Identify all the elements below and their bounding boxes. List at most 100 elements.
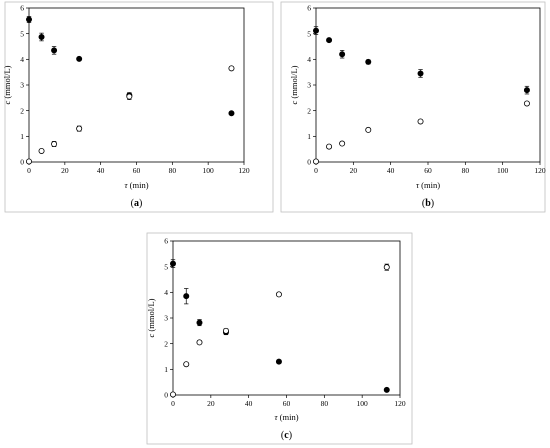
- data-point-filled: [383, 386, 390, 393]
- y-tick-label: 5: [164, 262, 168, 271]
- data-point-open: [275, 291, 282, 298]
- x-tick-label: 20: [350, 166, 358, 175]
- data-point-open: [312, 158, 319, 165]
- data-point-filled: [365, 58, 372, 65]
- x-tick-label: 40: [97, 166, 105, 175]
- y-tick-label: 1: [307, 132, 311, 141]
- x-tick-label: 120: [394, 399, 406, 408]
- x-tick-label: 60: [424, 166, 432, 175]
- y-axis-label: c (mmol/L): [146, 298, 156, 337]
- y-tick-label: 1: [164, 365, 168, 374]
- x-tick-label: 60: [133, 166, 141, 175]
- data-point-open: [383, 264, 390, 271]
- x-tick-label: 80: [462, 166, 470, 175]
- panel-caption: (a): [131, 198, 143, 209]
- x-tick-label: 20: [61, 166, 69, 175]
- chart-panel-1: 0 20 40 60 80 100 120 0 1 2 3 4 5 6 τ (min) c (mmol/L) (…: [2, 1, 274, 213]
- x-tick-label: 60: [283, 399, 291, 408]
- series-2-open-circle: [25, 65, 235, 165]
- y-tick-label: 3: [20, 81, 24, 90]
- series-1-filled-circle: [312, 26, 530, 95]
- data-point-open: [365, 126, 372, 133]
- data-point-open: [38, 147, 45, 154]
- y-axis-label: c (mmol/L): [2, 65, 12, 104]
- x-axis-label: τ (min): [416, 180, 440, 190]
- x-tick-label: 80: [321, 399, 329, 408]
- y-tick-label: 6: [164, 237, 168, 246]
- data-point-open: [523, 100, 530, 107]
- y-tick-label: 3: [307, 81, 311, 90]
- x-tick-label: 120: [534, 166, 546, 175]
- x-tick-label: 40: [387, 166, 395, 175]
- plot-area: [172, 240, 401, 396]
- y-tick-label: 4: [164, 288, 168, 297]
- y-tick-label: 4: [307, 55, 311, 64]
- data-point-filled: [326, 37, 333, 44]
- data-point-filled: [169, 260, 176, 267]
- x-axis-label: τ (min): [274, 412, 298, 422]
- x-tick-label: 40: [245, 399, 253, 408]
- x-tick-label: 80: [169, 166, 177, 175]
- y-tick-label: 0: [164, 391, 168, 400]
- data-point-open: [196, 339, 203, 346]
- y-tick-label: 2: [307, 106, 311, 115]
- data-point-open: [51, 141, 58, 148]
- x-tick-label: 0: [27, 166, 31, 175]
- data-point-open: [417, 118, 424, 125]
- x-tick-label: 120: [238, 166, 250, 175]
- x-tick-label: 0: [314, 166, 318, 175]
- data-point-filled: [196, 319, 203, 326]
- x-tick-label: 0: [171, 399, 175, 408]
- panel-frame: [4, 1, 274, 213]
- series-1-filled-circle: [169, 259, 390, 393]
- data-point-filled: [275, 358, 282, 365]
- data-point-open: [25, 158, 32, 165]
- data-point-filled: [25, 16, 32, 23]
- data-point-open: [326, 143, 333, 150]
- chart-panel-3: 0 20 40 60 80 100 120 0 1 2 3 4 5 6 τ (min) c (mmol/L) (…: [146, 232, 413, 445]
- data-point-filled: [51, 47, 58, 54]
- data-point-open: [169, 391, 176, 398]
- y-tick-label: 5: [20, 29, 24, 38]
- x-axis-label: τ (min): [124, 180, 148, 190]
- y-tick-label: 0: [307, 158, 311, 167]
- x-tick-label: 100: [203, 166, 215, 175]
- chart-panel-2: 0 20 40 60 80 100 120 0 1 2 3 4 5 6 τ (min) c (mmol/L) (…: [280, 1, 546, 213]
- y-tick-label: 0: [20, 158, 24, 167]
- panel-caption: (c): [281, 430, 292, 441]
- series-1-filled-circle: [25, 16, 235, 117]
- data-point-open: [183, 361, 190, 368]
- y-tick-label: 6: [20, 4, 24, 13]
- panel-frame: [280, 1, 546, 213]
- panel-caption: (b): [422, 198, 434, 209]
- data-point-filled: [76, 55, 83, 62]
- data-point-filled: [339, 51, 346, 58]
- data-point-open: [126, 93, 133, 100]
- y-tick-label: 4: [20, 55, 24, 64]
- series-2-open-circle: [312, 100, 530, 165]
- data-point-filled: [228, 110, 235, 117]
- data-point-filled: [183, 293, 190, 300]
- series-2-open-circle: [169, 263, 390, 398]
- y-tick-label: 2: [20, 106, 24, 115]
- plot-area: [28, 7, 245, 163]
- x-tick-label: 100: [357, 399, 369, 408]
- x-tick-label: 100: [497, 166, 509, 175]
- plot-area: [315, 7, 541, 163]
- data-point-filled: [417, 70, 424, 77]
- data-point-open: [339, 140, 346, 147]
- data-point-filled: [38, 34, 45, 41]
- y-tick-label: 3: [164, 314, 168, 323]
- y-tick-label: 6: [307, 4, 311, 13]
- data-point-open: [222, 327, 229, 334]
- data-point-open: [76, 125, 83, 132]
- panel-frame: [146, 232, 413, 445]
- x-tick-label: 20: [207, 399, 215, 408]
- y-axis-label: c (mmol/L): [289, 65, 299, 104]
- y-tick-label: 5: [307, 29, 311, 38]
- data-point-open: [228, 65, 235, 72]
- data-point-filled: [523, 87, 530, 94]
- y-tick-label: 1: [20, 132, 24, 141]
- y-tick-label: 2: [164, 339, 168, 348]
